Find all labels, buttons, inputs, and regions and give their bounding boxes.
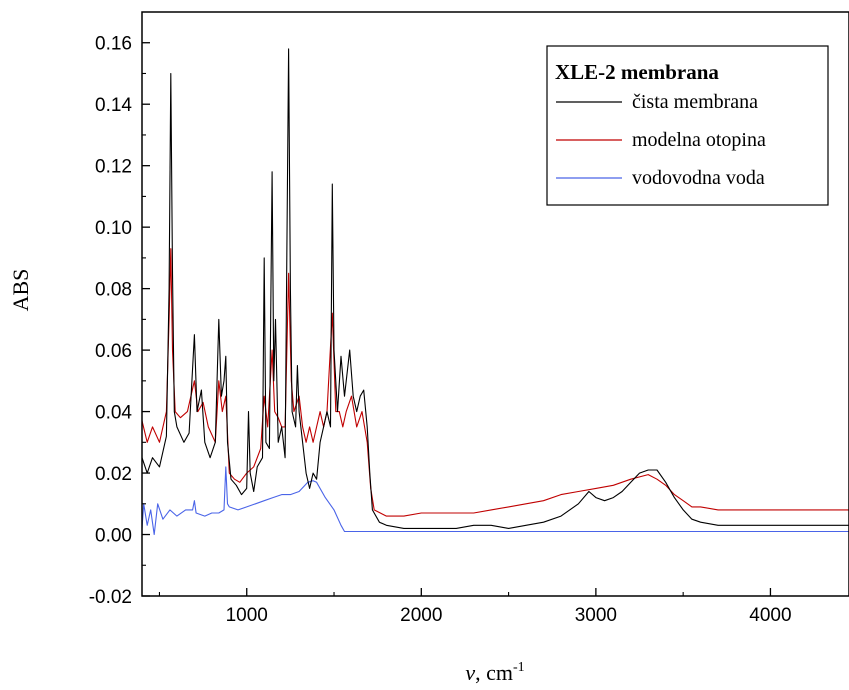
legend-label: modelna otopina bbox=[632, 129, 766, 151]
y-tick-label: -0.02 bbox=[89, 587, 132, 608]
legend-title: XLE-2 membrana bbox=[555, 60, 719, 84]
x-tick-label: 4000 bbox=[749, 605, 791, 626]
y-tick-label: 0.10 bbox=[95, 218, 132, 239]
y-tick-label: 0.06 bbox=[95, 341, 132, 362]
x-tick-label: 2000 bbox=[400, 605, 442, 626]
legend-label: vodovodna voda bbox=[632, 167, 765, 189]
y-tick-label: 0.14 bbox=[95, 95, 132, 116]
plot-frame bbox=[141, 11, 849, 597]
x-axis-title: v, cm-1 bbox=[465, 660, 524, 685]
legend-items: čista membrana modelna otopina vodovodna v… bbox=[556, 91, 766, 189]
series-line-0 bbox=[141, 48, 849, 529]
legend-label: čista membrana bbox=[632, 91, 758, 113]
y-tick-label: 0.16 bbox=[95, 34, 132, 55]
y-tick-label: 0.08 bbox=[95, 280, 132, 301]
x-axis-title-main: v bbox=[465, 660, 475, 685]
x-axis-title-unit: , cm bbox=[475, 660, 513, 685]
x-axis: 1000 2000 3000 4000 bbox=[158, 588, 792, 626]
x-tick-label: 3000 bbox=[575, 605, 617, 626]
x-axis-title-superscript: -1 bbox=[513, 660, 525, 675]
series-line-1 bbox=[141, 248, 849, 517]
y-tick-label: 0.04 bbox=[95, 403, 132, 424]
x-tick-label: 1000 bbox=[226, 605, 268, 626]
series-line-2 bbox=[141, 466, 849, 536]
y-axis: -0.02 0.00 0.02 0.04 0.06 0.08 0.10 0.12 0.14 0.1… bbox=[89, 34, 150, 608]
y-axis-title: ABS bbox=[8, 269, 33, 312]
y-tick-label: 0.00 bbox=[95, 526, 132, 547]
plot-lines bbox=[141, 48, 849, 536]
legend: XLE-2 membrana čista membrana modelna oto… bbox=[546, 45, 829, 206]
y-tick-label: 0.12 bbox=[95, 157, 132, 178]
y-tick-label: 0.02 bbox=[95, 464, 132, 485]
